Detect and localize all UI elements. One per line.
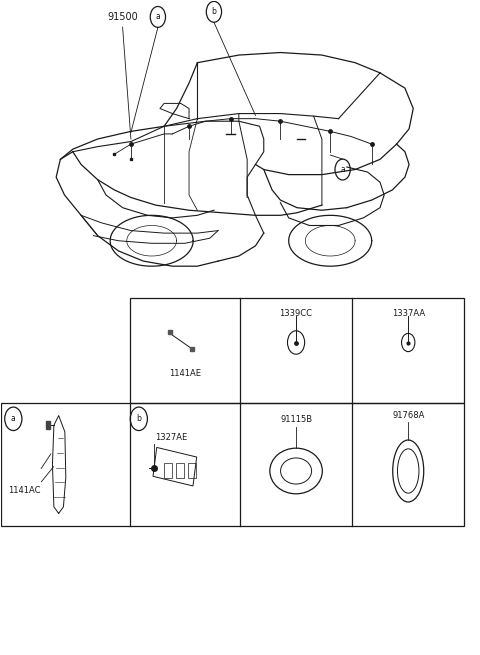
Text: 91500: 91500: [107, 12, 138, 22]
Text: 91115B: 91115B: [280, 415, 312, 424]
Text: 1337AA: 1337AA: [392, 309, 425, 318]
Text: 1141AE: 1141AE: [169, 369, 201, 378]
Bar: [176, 463, 184, 477]
Text: a: a: [156, 12, 160, 22]
Text: b: b: [212, 7, 216, 16]
Text: 1339CC: 1339CC: [279, 309, 312, 318]
Bar: [164, 463, 172, 477]
Text: b: b: [136, 415, 141, 423]
Text: a: a: [11, 415, 16, 423]
Text: 1141AC: 1141AC: [8, 486, 40, 495]
Bar: [188, 463, 196, 477]
Text: 91768A: 91768A: [392, 411, 424, 420]
Text: a: a: [340, 165, 345, 174]
Bar: [1, 403, 464, 527]
Text: 1327AE: 1327AE: [155, 433, 187, 441]
Bar: [153, 447, 197, 486]
Bar: [130, 298, 464, 403]
